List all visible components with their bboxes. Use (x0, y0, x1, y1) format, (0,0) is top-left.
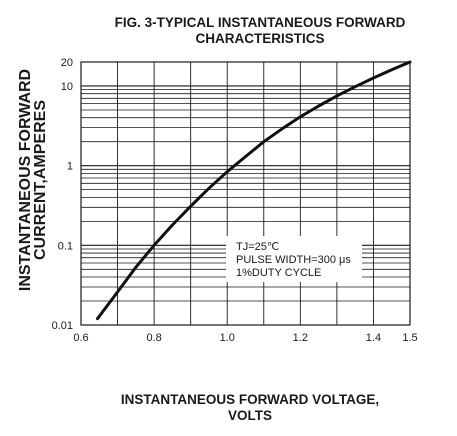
annotation-duty-cycle: 1%DUTY CYCLE (236, 267, 321, 279)
x-tick-labels: 0.6 0.8 1.0 1.2 1.4 1.5 (73, 332, 417, 344)
grid-lines (81, 62, 410, 325)
forward-current-curve (96, 60, 412, 321)
annotation-junction-temp: TJ=25℃ (236, 241, 279, 253)
chart-title: FIG. 3-TYPICAL INSTANTANEOUS FORWARD CHA… (60, 15, 457, 47)
y-tick-label: 0.01 (52, 320, 73, 332)
plot-frame (80, 61, 411, 326)
x-tick-label: 1.0 (220, 332, 235, 344)
x-axis-label-line2: VOLTS (227, 408, 272, 423)
chart-title-line1: FIG. 3-TYPICAL INSTANTANEOUS FORWARD (114, 15, 406, 30)
x-tick-label: 1.2 (293, 332, 308, 344)
y-tick-label: 10 (61, 81, 73, 93)
y-tick-label: 20 (61, 57, 73, 69)
chart-title-line2: CHARACTERISTICS (195, 31, 325, 46)
x-tick-label: 1.5 (402, 332, 417, 344)
y-tick-labels: 0.01 0.1 1 10 20 (52, 57, 73, 332)
x-tick-label: 0.6 (73, 332, 88, 344)
annotation-pulse-width: PULSE WIDTH=300 μs (236, 254, 351, 266)
x-tick-label: 1.4 (366, 332, 381, 344)
y-tick-label: 0.1 (58, 240, 73, 252)
x-tick-label: 0.8 (146, 332, 161, 344)
x-axis-label: INSTANTANEOUS FORWARD VOLTAGE, VOLTS (40, 392, 457, 424)
x-axis-label-line1: INSTANTANEOUS FORWARD VOLTAGE, (120, 392, 380, 407)
annotation-background (226, 236, 362, 282)
y-tick-label: 1 (67, 161, 73, 173)
